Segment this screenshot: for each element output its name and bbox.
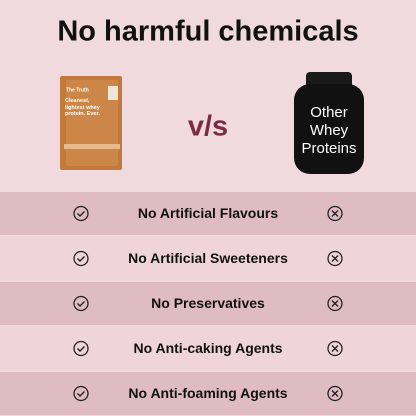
cross-mark xyxy=(331,390,339,397)
check-icon xyxy=(73,205,89,222)
feature-label: No Anti-foaming Agents xyxy=(128,385,287,401)
feature-label: No Preservatives xyxy=(151,295,265,311)
box-badge xyxy=(108,86,118,100)
feature-label: No Artificial Sweeteners xyxy=(128,250,288,266)
cross-icon xyxy=(327,385,343,402)
product-box: The Truth Cleanest, lightest whey protei… xyxy=(60,76,122,170)
row-background xyxy=(0,237,416,280)
versus: v/s xyxy=(188,111,228,143)
row-background xyxy=(0,282,416,325)
check-mark xyxy=(77,211,85,217)
jar-label-line: Other xyxy=(310,104,348,121)
title: No harmful chemicals xyxy=(57,16,358,48)
box-tagline-wrap: Cleanest, lightest whey protein. Ever. xyxy=(65,98,100,117)
box-stripe xyxy=(64,144,120,149)
check-icon xyxy=(73,340,89,357)
check-icon xyxy=(73,250,89,267)
check-icon xyxy=(73,295,89,312)
cross-icon xyxy=(327,205,343,222)
box-tagline: Cleanest, lightest whey protein. Ever. xyxy=(65,98,100,117)
jar-label-line: Proteins xyxy=(301,140,356,157)
cross-mark xyxy=(331,345,339,352)
cross-mark xyxy=(331,210,339,217)
feature-rows: No Artificial Flavours No Artificial Swee… xyxy=(0,192,416,415)
cross-icon xyxy=(327,340,343,357)
check-icon xyxy=(73,385,89,402)
cross-icon xyxy=(327,295,343,312)
jar-body xyxy=(294,84,364,174)
row-background xyxy=(0,327,416,370)
row-background xyxy=(0,372,416,415)
box-brand: The Truth xyxy=(66,87,89,93)
cross-mark xyxy=(331,300,339,307)
row-background xyxy=(0,192,416,235)
check-mark xyxy=(77,301,85,307)
jar-label-line: Whey xyxy=(310,122,349,139)
check-mark xyxy=(77,346,85,352)
cross-mark xyxy=(331,255,339,262)
feature-label: No Artificial Flavours xyxy=(138,205,279,221)
feature-label: No Anti-caking Agents xyxy=(133,340,282,356)
cross-icon xyxy=(327,250,343,267)
check-mark xyxy=(77,256,85,262)
check-mark xyxy=(77,391,85,397)
